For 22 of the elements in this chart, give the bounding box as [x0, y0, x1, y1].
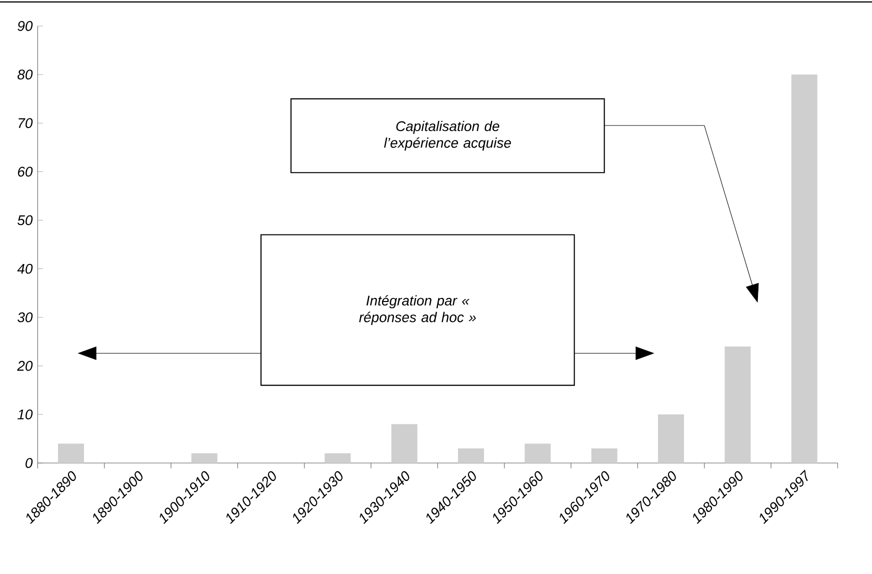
bar — [591, 448, 618, 463]
bar — [658, 414, 684, 463]
bar — [191, 453, 218, 463]
y-tick-label: 20 — [17, 360, 33, 371]
y-tick-label: 30 — [18, 312, 33, 322]
annotation: Capitalisation de l’expérience acquise — [384, 120, 511, 151]
y-tick-label: 40 — [17, 264, 33, 274]
bar — [58, 444, 84, 463]
y-tick-label: 70 — [18, 118, 33, 128]
y-tick-label: 10 — [18, 409, 33, 420]
y-tick-label: 50 — [17, 215, 33, 226]
y-tick-label: 90 — [18, 21, 33, 31]
bar — [391, 424, 418, 463]
bar — [724, 346, 751, 463]
y-tick-label: 80 — [18, 70, 33, 80]
bar — [524, 444, 551, 463]
bar — [324, 453, 351, 463]
y-tick-label: 60 — [18, 166, 33, 177]
annotation: Intégration par « réponses ad hoc » — [359, 295, 476, 325]
bar — [458, 448, 484, 463]
y-tick-label: 0 — [26, 458, 33, 468]
bar — [791, 74, 818, 463]
